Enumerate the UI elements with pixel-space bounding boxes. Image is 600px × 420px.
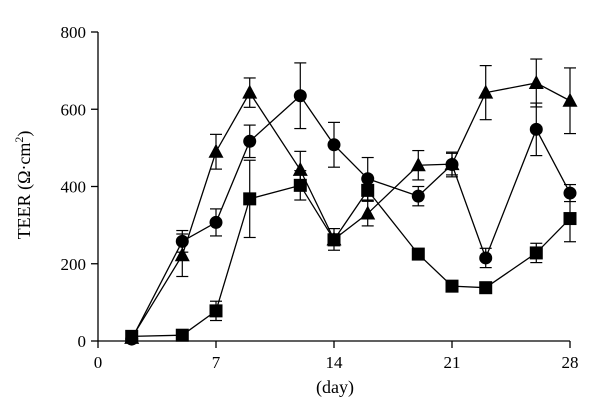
series-layer — [124, 58, 578, 346]
triangle-marker — [478, 84, 494, 99]
square-marker — [293, 178, 307, 192]
square-marker — [209, 304, 223, 318]
x-tick-label: 21 — [444, 353, 461, 372]
y-axis-title-main: TEER (Ω·cm — [14, 143, 35, 240]
triangle-marker — [208, 143, 224, 158]
y-tick-label: 200 — [61, 255, 87, 274]
y-tick-label: 0 — [78, 332, 87, 351]
square-marker — [361, 183, 375, 197]
triangle-marker — [360, 205, 376, 220]
square-marker — [125, 329, 139, 343]
x-tick-label: 28 — [562, 353, 579, 372]
y-axis-title-close: ) — [14, 131, 35, 137]
circle-marker — [479, 251, 493, 265]
square-marker — [327, 233, 341, 247]
triangle-marker — [174, 247, 190, 262]
y-axis-title-sup: 2 — [12, 137, 26, 143]
triangle-marker — [444, 156, 460, 171]
circle-marker — [411, 189, 425, 203]
x-tick-label: 0 — [94, 353, 103, 372]
series-triangle — [124, 58, 578, 344]
y-axis-title: TEER (Ω·cm2) — [12, 131, 35, 240]
triangle-marker — [292, 161, 308, 176]
square-marker — [529, 246, 543, 260]
series-circle — [125, 62, 577, 346]
circle-marker — [563, 186, 577, 200]
circle-marker — [327, 138, 341, 152]
circle-marker — [529, 122, 543, 136]
circle-marker — [361, 172, 375, 186]
square-marker — [479, 281, 493, 295]
y-tick-label: 800 — [61, 23, 87, 42]
series-line-circle — [131, 94, 571, 340]
x-axis-title: (day) — [316, 377, 354, 398]
square-marker — [445, 279, 459, 293]
circle-marker — [209, 215, 223, 229]
circle-marker — [243, 134, 257, 148]
y-tick-label: 600 — [61, 100, 87, 119]
square-marker — [411, 247, 425, 261]
square-marker — [563, 212, 577, 226]
square-marker — [175, 328, 189, 342]
triangle-marker — [410, 157, 426, 172]
x-tick-label: 7 — [212, 353, 221, 372]
y-tick-label: 400 — [61, 178, 87, 197]
square-marker — [243, 192, 257, 206]
triangle-marker — [562, 92, 578, 107]
x-tick-label: 14 — [326, 353, 344, 372]
axes: 0 200 400 600 800 0 7 14 21 28 — [61, 23, 579, 372]
circle-marker — [293, 89, 307, 103]
triangle-marker — [242, 84, 258, 99]
triangle-marker — [528, 74, 544, 89]
series-square — [125, 159, 577, 343]
